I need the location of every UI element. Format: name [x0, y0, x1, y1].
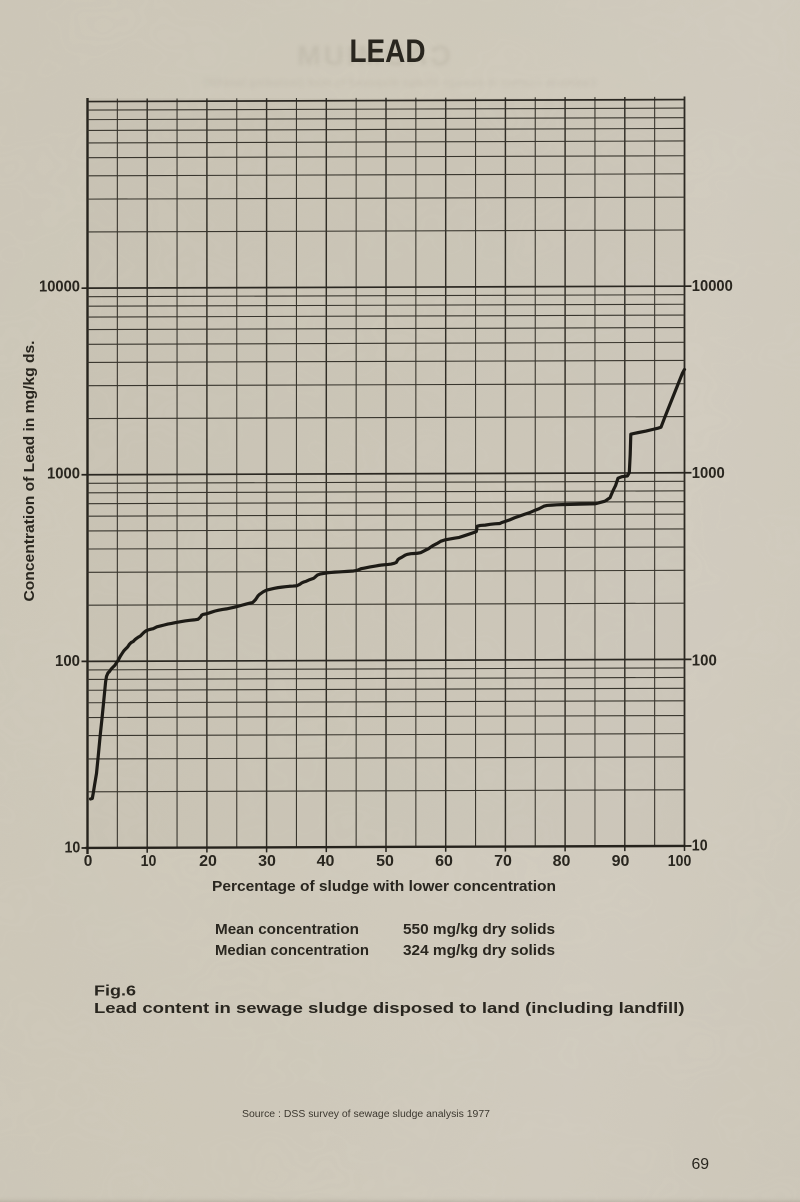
svg-text:100: 100 — [692, 653, 717, 670]
svg-text:0: 0 — [84, 853, 93, 870]
svg-text:10000: 10000 — [39, 279, 80, 296]
svg-text:Lead content in sewage sludge: Lead content in sewage sludge disposed t… — [94, 1000, 685, 1017]
svg-text:10: 10 — [65, 839, 81, 856]
svg-text:69: 69 — [692, 1156, 710, 1173]
svg-text:40: 40 — [317, 853, 335, 870]
svg-text:LEAD: LEAD — [350, 33, 426, 69]
svg-text:10: 10 — [141, 853, 157, 870]
svg-text:550 mg/kg dry solids: 550 mg/kg dry solids — [403, 922, 555, 938]
svg-text:Percentage of sludge with lowe: Percentage of sludge with lower concentr… — [212, 878, 556, 895]
svg-text:30: 30 — [258, 853, 276, 870]
svg-text:70: 70 — [494, 853, 512, 870]
svg-text:100: 100 — [668, 853, 692, 870]
svg-text:60: 60 — [435, 853, 453, 870]
svg-text:Median concentration: Median concentration — [215, 943, 369, 959]
svg-text:324 mg/kg dry solids: 324 mg/kg dry solids — [403, 943, 555, 959]
svg-text:50: 50 — [376, 853, 394, 870]
svg-text:Concentration of Lead in mg/kg: Concentration of Lead in mg/kg ds. — [21, 341, 38, 602]
svg-text:100: 100 — [55, 653, 80, 670]
svg-text:Source : DSS survey of sewage: Source : DSS survey of sewage sludge ana… — [242, 1109, 490, 1120]
svg-text:1000: 1000 — [692, 465, 725, 482]
svg-text:Fig.6: Fig.6 — [94, 984, 136, 1000]
svg-text:80: 80 — [553, 853, 571, 870]
svg-text:10: 10 — [692, 838, 708, 855]
svg-text:1000: 1000 — [47, 466, 80, 483]
svg-text:10000: 10000 — [692, 278, 733, 295]
svg-text:90: 90 — [612, 853, 630, 870]
svg-text:Mean concentration: Mean concentration — [215, 922, 359, 938]
svg-text:20: 20 — [199, 853, 217, 870]
